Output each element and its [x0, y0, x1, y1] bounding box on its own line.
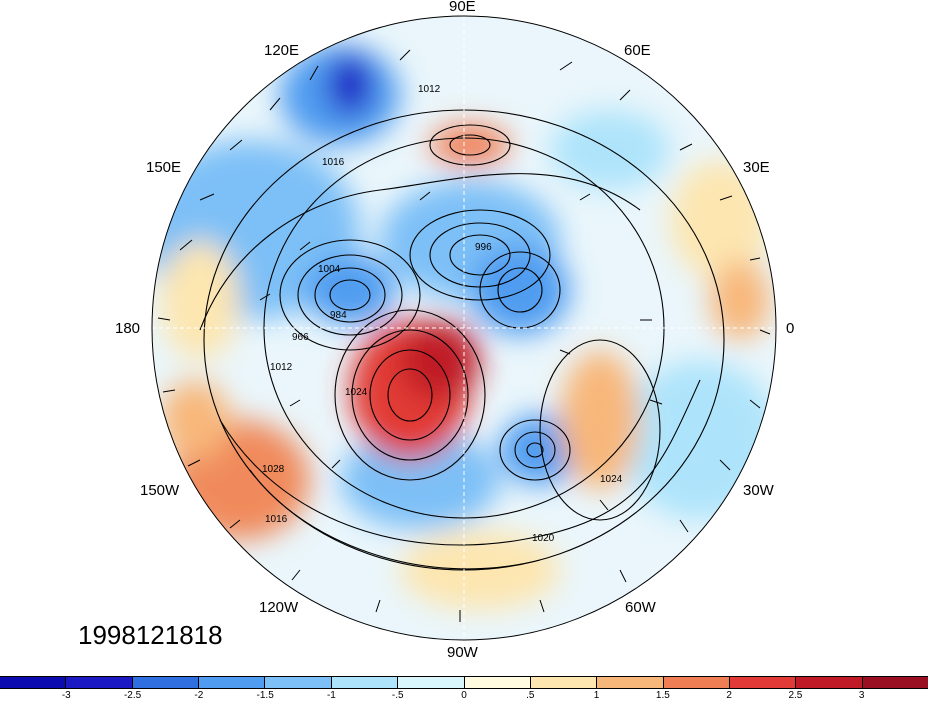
- colorbar-tick-label: 3: [858, 690, 865, 701]
- contour-label: 1016: [322, 157, 345, 168]
- colorbar-swatch: [132, 677, 200, 688]
- contour-label: 1028: [262, 464, 285, 475]
- contour-label: 1024: [600, 474, 623, 485]
- contour-label: 1020: [532, 533, 555, 544]
- contour-label: 996: [475, 242, 492, 253]
- colorbar-tick-label: 1: [593, 690, 600, 701]
- colorbar-swatch: [729, 677, 797, 688]
- lon-label-60w: 60W: [625, 599, 656, 616]
- colorbar-swatch: [66, 677, 133, 688]
- contour-label: 1012: [418, 84, 441, 95]
- colorbar-tick-label: 2: [726, 690, 732, 701]
- date-stamp: 1998121818: [78, 620, 223, 650]
- colorbar-tick-label: -1: [326, 690, 336, 701]
- lon-label-30w: 30W: [743, 482, 774, 499]
- lon-label-120w: 120W: [259, 599, 299, 616]
- lon-label-90w: 90W: [447, 644, 478, 661]
- lon-label-180: 180: [115, 320, 141, 337]
- colorbar-tick-label: -1.5: [256, 690, 274, 701]
- colorbar-tick-label: .5: [526, 690, 535, 701]
- contour-label: 1012: [270, 362, 293, 373]
- colorbar: [0, 676, 928, 689]
- colorbar-swatch: [0, 677, 67, 688]
- lon-label-30e: 30E: [743, 159, 770, 176]
- lon-label-150w: 150W: [140, 482, 180, 499]
- lon-label-150e: 150E: [146, 159, 182, 176]
- colorbar-swatch: [331, 677, 399, 688]
- colorbar-swatch: [398, 677, 465, 688]
- colorbar-tick-label: -2: [194, 690, 204, 701]
- colorbar-tick-labels: -3 -2.5 -2 -1.5 -1 -.5 0 .5 1 1.5 2 2.5 3: [0, 690, 928, 702]
- colorbar-swatch: [663, 677, 730, 688]
- lon-label-60e: 60E: [624, 42, 651, 59]
- colorbar-tick-label: -.5: [391, 690, 404, 701]
- colorbar-swatch: [464, 677, 531, 688]
- contour-label: 966: [292, 332, 309, 343]
- colorbar-swatch: [796, 677, 863, 688]
- contour-label: 1024: [345, 387, 368, 398]
- contour-label: 984: [330, 310, 347, 321]
- wind-barbs: [157, 49, 771, 622]
- lon-label-90e: 90E: [449, 0, 476, 15]
- lon-label-120e: 120E: [264, 42, 300, 59]
- contour-value-labels: 1012 1016 1024 1004 984 966 996 1020 102…: [262, 84, 623, 544]
- colorbar-swatch: [265, 677, 332, 688]
- colorbar-swatch: [530, 677, 598, 688]
- colorbar-tick-label: -3: [61, 690, 71, 701]
- colorbar-swatch: [862, 677, 928, 688]
- lon-label-0: 0: [786, 320, 795, 337]
- colorbar-tick-label: 1.5: [655, 690, 670, 701]
- colorbar-tick-label: -2.5: [123, 690, 142, 701]
- colorbar-tick-label: 2.5: [788, 690, 803, 701]
- colorbar-swatch: [597, 677, 664, 688]
- anomaly-shading: [152, 16, 776, 640]
- contour-label: 1016: [265, 514, 288, 525]
- contour-label: 1004: [318, 264, 341, 275]
- colorbar-tick-label: 0: [461, 690, 467, 701]
- colorbar-swatch: [199, 677, 266, 688]
- graticule: [152, 16, 776, 640]
